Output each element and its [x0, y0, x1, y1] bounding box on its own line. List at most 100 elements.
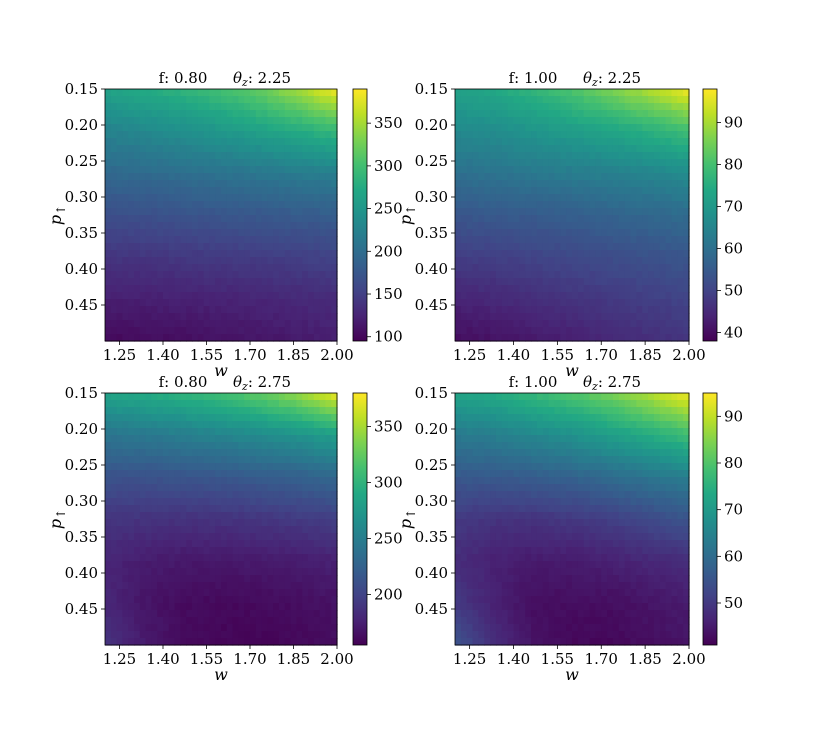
heatmap-cell: [116, 89, 123, 97]
heatmap-cell: [313, 505, 321, 513]
heatmap-cell: [589, 124, 596, 132]
heatmap-cell: [290, 152, 297, 160]
heatmap-cell: [478, 470, 485, 478]
heatmap-cell: [313, 638, 321, 646]
heatmap-cell: [197, 173, 205, 181]
heatmap-cell: [683, 334, 690, 342]
heatmap-cell: [653, 414, 661, 422]
colorbar-tick-label: 150: [374, 285, 403, 303]
heatmap-cell: [589, 180, 596, 188]
heatmap-cell: [279, 512, 286, 520]
heatmap-cell: [186, 327, 193, 335]
heatmap-cell: [168, 89, 176, 97]
heatmap-cell: [267, 540, 274, 548]
heatmap-cell: [110, 540, 118, 548]
heatmap-cell: [221, 393, 228, 401]
heatmap-cell: [273, 554, 280, 562]
heatmap-cell: [110, 124, 118, 132]
heatmap-cell: [601, 477, 608, 485]
heatmap-cell: [495, 166, 503, 174]
heatmap-cell: [501, 400, 509, 408]
heatmap-cell: [519, 138, 526, 146]
heatmap-cell: [484, 470, 491, 478]
y-axis-label-sub: ↑: [54, 509, 68, 519]
heatmap-cell: [683, 166, 690, 174]
heatmap-cell: [105, 173, 112, 181]
heatmap-cell: [139, 463, 147, 471]
heatmap-cell: [466, 236, 474, 244]
heatmap-cell: [238, 194, 245, 202]
heatmap-cell: [105, 596, 112, 604]
heatmap-cell: [577, 89, 585, 97]
heatmap-cell: [536, 257, 544, 265]
heatmap-cell: [501, 477, 509, 485]
heatmap-cell: [542, 201, 550, 209]
heatmap-cell: [122, 393, 129, 401]
heatmap-cell: [331, 166, 338, 174]
heatmap-cell: [296, 603, 303, 611]
heatmap-cell: [284, 166, 292, 174]
heatmap-cell: [648, 117, 655, 125]
heatmap-cell: [180, 117, 187, 125]
heatmap-cell: [232, 428, 239, 436]
panel-title-f: f: 0.80: [159, 373, 208, 391]
heatmap-cell: [577, 264, 585, 272]
heatmap-cell: [157, 477, 164, 485]
heatmap-cell: [261, 638, 268, 646]
heatmap-cell: [319, 187, 326, 195]
heatmap-cell: [331, 229, 338, 237]
heatmap-cell: [290, 166, 297, 174]
heatmap-cell: [472, 208, 479, 216]
heatmap-cell: [134, 400, 141, 408]
heatmap-cell: [525, 400, 532, 408]
heatmap-cell: [601, 435, 608, 443]
heatmap-cell: [232, 278, 239, 286]
heatmap-cell: [572, 400, 579, 408]
heatmap-cell: [250, 138, 257, 146]
heatmap-cell: [677, 222, 684, 230]
heatmap-cell: [296, 449, 303, 457]
heatmap-cell: [290, 257, 297, 265]
heatmap-cell: [261, 624, 268, 632]
heatmap-cell: [116, 540, 123, 548]
heatmap-cell: [659, 313, 667, 321]
heatmap-cell: [261, 131, 268, 139]
heatmap-cell: [197, 257, 205, 265]
heatmap-cell: [308, 624, 315, 632]
heatmap-cell: [110, 442, 118, 450]
heatmap-cell: [648, 299, 655, 307]
heatmap-cell: [238, 229, 245, 237]
heatmap-cell: [290, 477, 297, 485]
heatmap-cell: [548, 201, 556, 209]
heatmap-cell: [331, 610, 338, 618]
heatmap-cell: [203, 320, 210, 328]
heatmap-cell: [612, 407, 620, 415]
heatmap-cell: [296, 131, 303, 139]
heatmap-cell: [290, 470, 297, 478]
heatmap-cell: [279, 110, 286, 118]
heatmap-cell: [192, 456, 199, 464]
heatmap-cell: [595, 477, 602, 485]
heatmap-cell: [232, 334, 239, 342]
x-tick-label: 1.70: [233, 650, 266, 668]
heatmap-cell: [116, 596, 123, 604]
heatmap-cell: [624, 229, 632, 237]
heatmap-cell: [128, 236, 135, 244]
heatmap-cell: [186, 320, 193, 328]
heatmap-cell: [671, 463, 678, 471]
heatmap-cell: [636, 278, 643, 286]
heatmap-cell: [319, 624, 326, 632]
heatmap-cell: [105, 568, 112, 576]
heatmap-cell: [116, 138, 123, 146]
heatmap-cell: [221, 407, 228, 415]
heatmap-cell: [548, 449, 556, 457]
heatmap-cell: [110, 166, 118, 174]
heatmap-cell: [255, 152, 263, 160]
heatmap-cell: [501, 278, 509, 286]
heatmap-cell: [110, 533, 118, 541]
heatmap-cell: [548, 222, 556, 230]
heatmap-cell: [296, 278, 303, 286]
heatmap-cell: [215, 257, 222, 265]
heatmap-cell: [507, 180, 515, 188]
heatmap-cell: [331, 603, 338, 611]
